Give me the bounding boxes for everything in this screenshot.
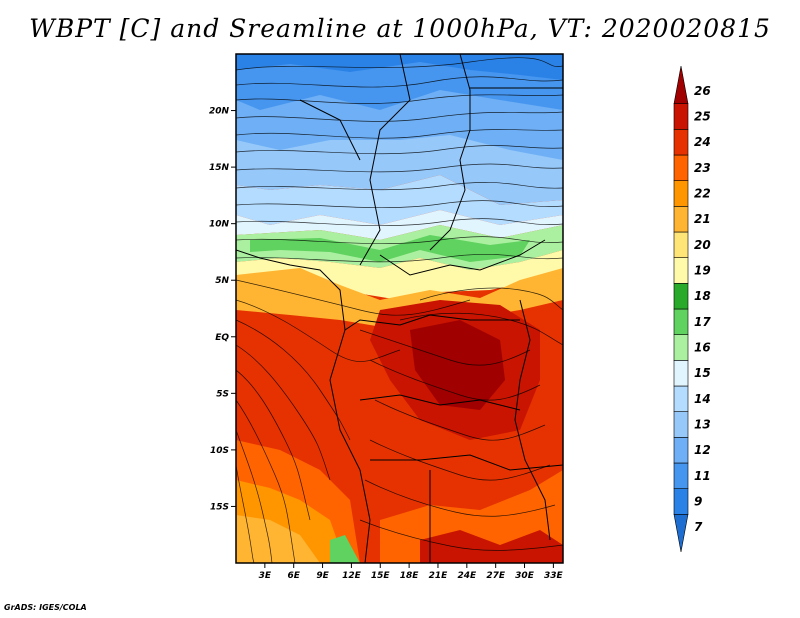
colorbar-swatch — [673, 488, 689, 515]
colorbar-label: 19 — [694, 264, 711, 278]
streamlines — [236, 57, 563, 563]
colorbar-swatch — [673, 257, 689, 284]
colorbar-label: 24 — [694, 135, 711, 149]
colorbar-label: 20 — [694, 238, 711, 252]
credit-text: GrADS: IGES/COLA — [4, 603, 87, 612]
country-borders — [236, 54, 563, 563]
colorbar-swatch — [673, 154, 689, 181]
lat-tick-label: 5S — [216, 389, 229, 399]
lon-tick-label: 24E — [457, 571, 477, 581]
colorbar-label: 21 — [694, 212, 711, 226]
colorbar-swatch — [673, 437, 689, 464]
colorbar-label: 7 — [694, 520, 703, 534]
lat-tick-label: 20N — [209, 107, 230, 117]
colorbar-label: 13 — [694, 418, 711, 432]
colorbar-swatch — [673, 231, 689, 258]
colorbar-label: 23 — [694, 161, 711, 175]
colorbar-label: 16 — [694, 341, 711, 355]
colorbar-swatch — [673, 462, 689, 489]
colorbar-swatch — [673, 334, 689, 361]
colorbar-label: 18 — [694, 289, 711, 303]
colorbar-label: 26 — [694, 84, 711, 98]
colorbar-swatch — [673, 129, 689, 156]
lon-tick-label: 3E — [259, 571, 272, 581]
colorbar-label: 15 — [694, 366, 711, 380]
colorbar-swatch — [673, 308, 689, 335]
colorbar-label: 12 — [694, 443, 711, 457]
lon-tick-label: 9E — [316, 571, 329, 581]
colorbar-label: 11 — [694, 469, 711, 483]
colorbar-swatch — [673, 514, 689, 553]
latitude-axis: 20N 15N 10N 5N EQ 5S 10S 15S — [209, 107, 236, 512]
lon-tick-label: 15E — [371, 571, 391, 581]
lat-tick-label: 10S — [210, 446, 229, 456]
colorbar-label: 14 — [694, 392, 711, 406]
colorbar-swatch — [673, 206, 689, 233]
colorbar-label: 17 — [694, 315, 711, 329]
lon-tick-label: 33E — [544, 571, 564, 581]
colorbar-swatch — [673, 180, 689, 207]
colorbar-swatch — [673, 103, 689, 130]
temperature-field — [236, 54, 563, 563]
lat-tick-label: 10N — [209, 220, 230, 230]
map-panel — [236, 54, 563, 563]
colorbar-swatch — [673, 65, 689, 104]
lon-tick-label: 21E — [429, 571, 449, 581]
colorbar-label: 22 — [694, 187, 711, 201]
map-title: WBPT [C] and Sreamline at 1000hPa, VT: 2… — [29, 14, 771, 43]
colorbar-swatch — [673, 411, 689, 438]
colorbar-label: 25 — [694, 110, 711, 124]
lon-tick-label: 18E — [400, 571, 420, 581]
lat-tick-label: 5N — [215, 276, 229, 286]
colorbar-swatch — [673, 385, 689, 412]
lon-tick-label: 6E — [287, 571, 300, 581]
lon-tick-label: 12E — [342, 571, 362, 581]
longitude-axis: 3E 6E 9E 12E 15E 18E 21E 24E 27E 30E 33E — [259, 563, 564, 581]
colorbar: 7 9 11 12 13 14 15 16 17 18 19 20 21 22 23 24 25 26 — [673, 65, 711, 553]
lat-tick-label: EQ — [215, 333, 229, 343]
colorbar-swatch — [673, 283, 689, 310]
colorbar-label: 9 — [694, 495, 702, 509]
lat-tick-label: 15N — [209, 163, 230, 173]
lon-tick-label: 30E — [515, 571, 535, 581]
map-frame — [235, 53, 564, 564]
lon-tick-label: 27E — [486, 571, 506, 581]
colorbar-swatch — [673, 360, 689, 387]
lat-tick-label: 15S — [210, 502, 229, 512]
